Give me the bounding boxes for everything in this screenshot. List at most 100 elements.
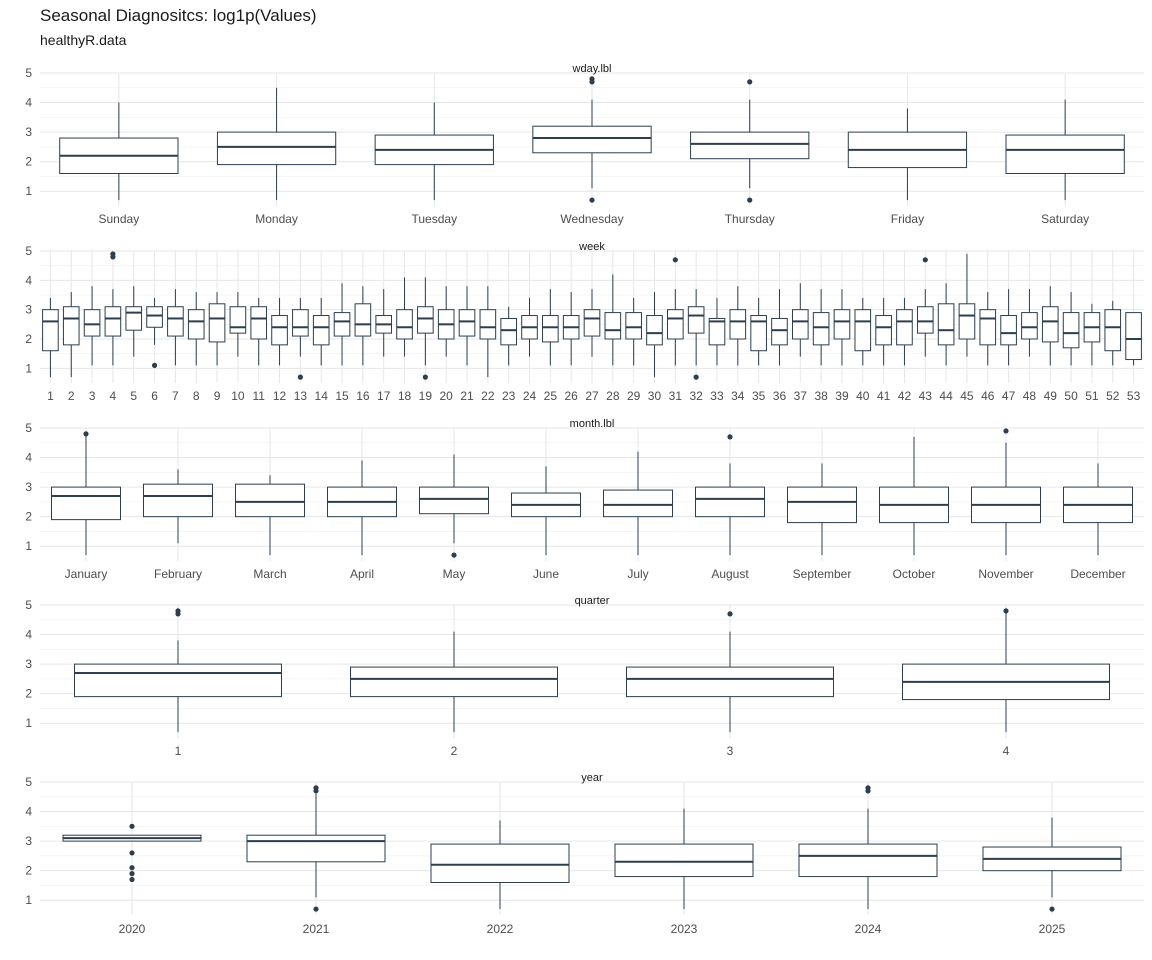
x-tick-label: 2024 <box>855 922 882 936</box>
boxplot-17 <box>375 289 393 357</box>
outlier-point <box>313 785 319 791</box>
iqr-box <box>690 131 810 160</box>
boxplot-2025 <box>982 817 1122 912</box>
boxplot-29 <box>625 297 642 366</box>
boxplot-32 <box>687 289 705 380</box>
facet-panel-year: 1 2 3 4 5 year 2020 2021 2022 2023 2024 2025 <box>25 772 1144 936</box>
outlier-point <box>313 906 319 912</box>
outlier-point <box>589 76 595 82</box>
outlier-point <box>747 197 753 203</box>
boxplot-Tuesday <box>374 102 494 201</box>
boxplot-Monday <box>216 87 337 201</box>
boxplot-August <box>695 434 765 556</box>
boxplot-34 <box>729 286 747 366</box>
iqr-box <box>1062 312 1080 349</box>
boxplot-Sunday <box>59 102 179 201</box>
iqr-box <box>1125 312 1142 361</box>
x-tick-label: 3 <box>727 744 734 758</box>
x-tick-label: 47 <box>1002 389 1016 403</box>
iqr-box <box>695 486 765 518</box>
x-tick-label: 2022 <box>487 922 514 936</box>
x-tick-label: 28 <box>606 389 620 403</box>
iqr-box <box>875 315 892 346</box>
iqr-box <box>771 317 788 346</box>
outlier-point <box>693 374 699 380</box>
boxplot-2022 <box>430 820 570 910</box>
outlier-point <box>747 79 753 85</box>
iqr-box <box>500 317 517 346</box>
iqr-box <box>74 663 282 698</box>
boxplot-14 <box>312 297 330 366</box>
boxplot-37 <box>791 283 809 357</box>
x-tick-label: 31 <box>669 389 683 403</box>
y-tick-label: 2 <box>25 510 32 524</box>
iqr-box <box>62 306 80 346</box>
iqr-box <box>667 309 684 340</box>
y-tick-label: 3 <box>25 834 32 848</box>
boxplot-9 <box>208 292 226 366</box>
y-tick-label: 4 <box>25 805 32 819</box>
outlier-point <box>151 362 158 368</box>
x-tick-label: 32 <box>689 389 703 403</box>
y-tick-label: 4 <box>25 628 32 642</box>
x-tick-label: May <box>443 567 466 581</box>
outlier-point <box>110 251 116 257</box>
boxplot-Friday <box>847 108 968 201</box>
x-tick-label: Tuesday <box>411 212 457 226</box>
boxplot-3 <box>626 611 834 733</box>
outlier-point <box>865 785 871 791</box>
boxplot-November <box>971 428 1041 556</box>
boxplot-31 <box>667 257 684 366</box>
boxplot-July <box>603 451 673 556</box>
y-tick-label: 2 <box>25 332 32 346</box>
boxplot-13 <box>292 297 309 380</box>
iqr-box <box>167 306 184 337</box>
facet-strip-label: quarter <box>575 595 610 607</box>
boxplot-June <box>511 466 581 556</box>
y-tick-label: 2 <box>25 687 32 701</box>
y-tick-label: 1 <box>25 184 32 198</box>
x-tick-label: 20 <box>440 389 454 403</box>
boxplot-24 <box>521 297 538 357</box>
iqr-box <box>333 312 351 337</box>
boxplot-4 <box>104 251 122 366</box>
x-tick-label: 29 <box>627 389 641 403</box>
y-tick-label: 4 <box>25 273 32 287</box>
boxplot-January <box>51 431 121 556</box>
iqr-box <box>271 315 288 346</box>
outlier-point <box>129 850 135 856</box>
chart-title: Seasonal Diagnositcs: log1p(Values) <box>40 6 317 25</box>
boxplot-5 <box>125 286 143 357</box>
iqr-box <box>798 843 938 878</box>
boxplot-2020 <box>62 823 202 883</box>
x-tick-label: 51 <box>1085 389 1099 403</box>
y-tick-label: 5 <box>25 775 32 789</box>
iqr-box <box>430 843 570 883</box>
y-tick-label: 5 <box>25 421 32 435</box>
boxplot-33 <box>708 297 726 366</box>
iqr-box <box>250 306 268 340</box>
iqr-box <box>625 312 642 340</box>
iqr-box <box>42 309 59 352</box>
iqr-box <box>479 309 497 340</box>
boxplot-36 <box>771 289 788 366</box>
boxplot-52 <box>1104 300 1122 366</box>
boxplot-40 <box>854 297 872 366</box>
boxplot-September <box>787 463 857 556</box>
x-tick-label: 1 <box>175 744 182 758</box>
boxplot-12 <box>271 297 288 366</box>
y-tick-label: 3 <box>25 125 32 139</box>
x-tick-label: 2 <box>451 744 458 758</box>
outlier-point <box>1049 906 1055 912</box>
boxplot-2 <box>350 631 558 733</box>
facet-strip-label: month.lbl <box>570 418 615 430</box>
iqr-box <box>708 317 726 346</box>
x-tick-label: 14 <box>315 389 329 403</box>
iqr-box <box>916 306 934 334</box>
outlier-point <box>672 257 678 263</box>
x-tick-label: Friday <box>891 212 924 226</box>
x-tick-label: December <box>1070 567 1125 581</box>
boxplot-8 <box>187 292 205 366</box>
x-tick-label: 5 <box>130 389 137 403</box>
iqr-box <box>1041 306 1059 343</box>
